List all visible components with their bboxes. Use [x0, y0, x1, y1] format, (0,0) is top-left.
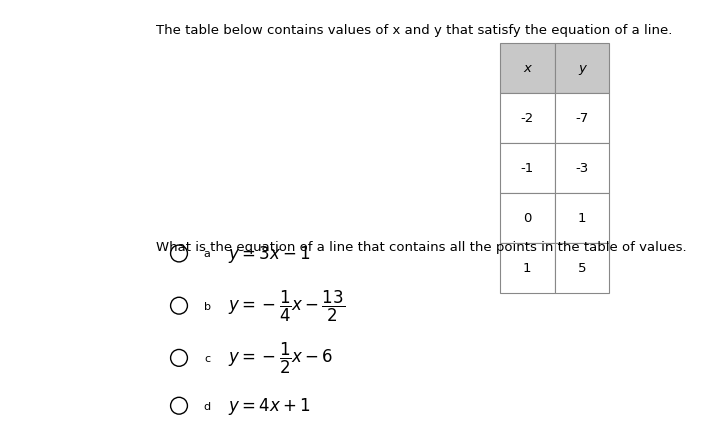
Text: c: c — [204, 353, 210, 363]
Text: $y = 4x + 1$: $y = 4x + 1$ — [228, 395, 311, 416]
Text: $y = -\dfrac{1}{4}x - \dfrac{13}{2}$: $y = -\dfrac{1}{4}x - \dfrac{13}{2}$ — [228, 289, 345, 323]
Text: 5: 5 — [578, 262, 586, 274]
Text: y: y — [578, 62, 586, 75]
Text: -1: -1 — [521, 162, 534, 174]
Text: d: d — [204, 401, 211, 411]
Text: a: a — [204, 249, 211, 259]
Text: -7: -7 — [576, 112, 588, 125]
Text: x: x — [523, 62, 531, 75]
Text: 1: 1 — [578, 212, 586, 224]
Text: 1: 1 — [523, 262, 531, 274]
Text: 0: 0 — [523, 212, 531, 224]
Text: $y = 3x - 1$: $y = 3x - 1$ — [228, 243, 311, 264]
Text: The table below contains values of x and y that satisfy the equation of a line.: The table below contains values of x and… — [156, 24, 673, 37]
Text: -2: -2 — [521, 112, 534, 125]
Text: $y = -\dfrac{1}{2}x - 6$: $y = -\dfrac{1}{2}x - 6$ — [228, 341, 333, 375]
Text: -3: -3 — [576, 162, 588, 174]
Text: What is the equation of a line that contains all the points in the table of valu: What is the equation of a line that cont… — [156, 241, 687, 254]
Text: b: b — [204, 301, 211, 311]
